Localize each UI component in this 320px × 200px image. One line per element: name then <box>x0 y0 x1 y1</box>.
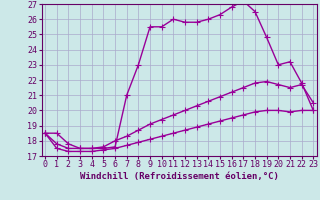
X-axis label: Windchill (Refroidissement éolien,°C): Windchill (Refroidissement éolien,°C) <box>80 172 279 181</box>
